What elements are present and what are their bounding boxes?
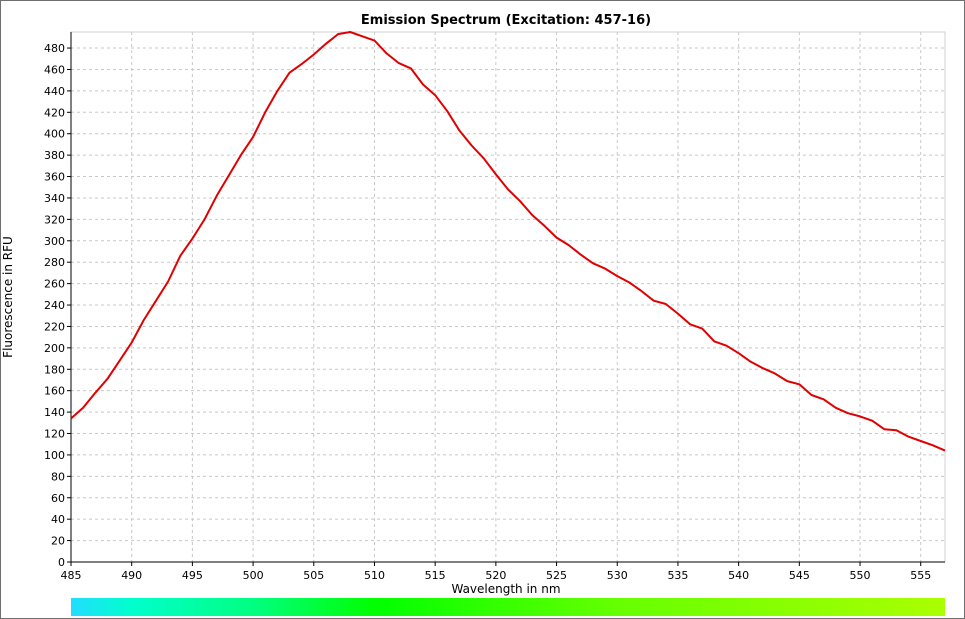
y-tick-label: 60 [51,492,65,505]
x-tick-label: 555 [910,569,931,582]
x-tick-label: 500 [243,569,264,582]
x-tick-label: 485 [61,569,82,582]
y-tick-label: 200 [44,342,65,355]
x-tick-label: 545 [789,569,810,582]
y-tick-label: 380 [44,149,65,162]
y-tick-label: 480 [44,42,65,55]
y-tick-label: 100 [44,449,65,462]
x-tick-label: 515 [425,569,446,582]
y-axis-label: Fluorescence in RFU [1,236,15,358]
grid [71,32,945,562]
y-tick-label: 240 [44,299,65,312]
y-tick-label: 120 [44,428,65,441]
y-tick-label: 80 [51,470,65,483]
y-tick-label: 220 [44,320,65,333]
y-tick-label: 300 [44,235,65,248]
x-tick-label: 550 [850,569,871,582]
y-tick-label: 140 [44,406,65,419]
y-tick-label: 260 [44,278,65,291]
y-tick-label: 400 [44,128,65,141]
chart-title: Emission Spectrum (Excitation: 457-16) [361,13,651,28]
y-tick-label: 460 [44,63,65,76]
x-axis-label: Wavelength in nm [451,582,560,596]
wavelength-color-bar [71,598,945,616]
y-tick-label: 20 [51,535,65,548]
x-tick-label: 490 [121,569,142,582]
y-tick-label: 320 [44,213,65,226]
x-tick-label: 535 [667,569,688,582]
y-tick-label: 420 [44,106,65,119]
x-tick-label: 510 [364,569,385,582]
y-tick-label: 160 [44,385,65,398]
plot-area [70,31,946,563]
x-tick-label: 505 [303,569,324,582]
y-tick-label: 180 [44,363,65,376]
x-tick-label: 520 [485,569,506,582]
series-layer [70,31,946,452]
y-tick-label: 0 [58,556,65,569]
x-tick-label: 540 [728,569,749,582]
x-tick-label: 525 [546,569,567,582]
y-tick-label: 360 [44,171,65,184]
x-tick-label: 530 [607,569,628,582]
x-tick-label: 495 [182,569,203,582]
y-tick-label: 340 [44,192,65,205]
emission-series-line [70,31,946,452]
y-tick-label: 440 [44,85,65,98]
y-tick-label: 280 [44,256,65,269]
y-tick-label: 40 [51,513,65,526]
axes: 485 490 495 500 505 510 515 520 525 530 535 540 545 5… [44,32,945,582]
